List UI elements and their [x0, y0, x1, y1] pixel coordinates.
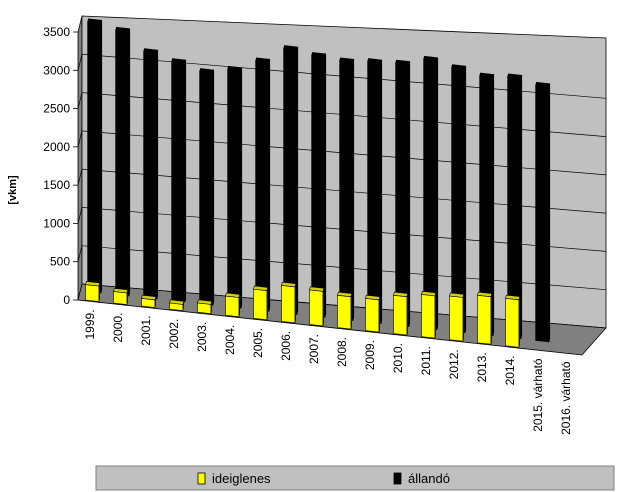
- x-tick-label: 2016. várható: [559, 361, 573, 435]
- bar-ideiglenes-4: [197, 299, 213, 315]
- x-tick-label: 2005.: [251, 328, 265, 358]
- bar-allando-6: [255, 57, 271, 312]
- bar-allando-12: [423, 55, 439, 330]
- y-tick-label: 2500: [43, 102, 70, 116]
- x-tick-label: 2014.: [503, 355, 517, 385]
- bar-ideiglenes-9: [337, 291, 353, 330]
- bar-ideiglenes-0: [85, 281, 101, 302]
- bar-ideiglenes-2: [141, 294, 157, 308]
- legend: ideiglenes állandó: [95, 465, 615, 491]
- bar-ideiglenes-13: [449, 292, 465, 342]
- bar-allando-1: [115, 26, 131, 297]
- bar-ideiglenes-10: [365, 294, 381, 333]
- x-tick-label: 2002.: [167, 319, 181, 349]
- side-wall: [77, 15, 83, 301]
- bar-allando-4: [199, 68, 215, 306]
- bar-allando-3: [171, 58, 187, 303]
- bars: [85, 18, 551, 348]
- legend-swatch-ideiglenes: [197, 472, 206, 485]
- y-tick-label: 2000: [43, 140, 70, 154]
- bar-allando-5: [227, 65, 243, 309]
- bar-ideiglenes-14: [477, 291, 493, 345]
- y-axis-label: [vkm]: [7, 175, 19, 205]
- legend-swatch-allando: [393, 472, 402, 485]
- x-tick-label: 2001.: [139, 316, 153, 346]
- x-tick-label: 2003.: [195, 322, 209, 352]
- bar-ideiglenes-3: [169, 299, 185, 311]
- bar-allando-7: [283, 45, 299, 315]
- bar-allando-11: [395, 59, 411, 327]
- bar-ideiglenes-6: [253, 285, 269, 321]
- x-tick-label: 1999.: [83, 310, 97, 340]
- legend-label-ideiglenes: ideiglenes: [212, 471, 271, 486]
- x-tick-label: 2007.: [307, 334, 321, 364]
- bar-ideiglenes-7: [281, 281, 297, 324]
- bar-ideiglenes-1: [113, 288, 129, 305]
- bar-allando-2: [143, 48, 159, 300]
- bar-ideiglenes-5: [225, 292, 241, 318]
- x-tick-label: 2000.: [111, 313, 125, 343]
- x-tick-label: 2006.: [279, 331, 293, 361]
- x-tick-label: 2008.: [335, 337, 349, 367]
- y-tick-label: 3500: [43, 25, 70, 39]
- bar-allando-9: [339, 57, 355, 321]
- x-tick-label: 2004.: [223, 325, 237, 355]
- bar-allando-0: [87, 18, 103, 294]
- x-tick-label: 2012.: [447, 349, 461, 379]
- bar-ideiglenes-11: [393, 291, 409, 336]
- x-tick-label: 2011.: [419, 346, 433, 375]
- bar-allando-10: [367, 58, 383, 324]
- x-tick-label: 2013.: [475, 352, 489, 382]
- y-axis-ticks: 0 500 1000 1500 2000 2500 3000 3500: [43, 25, 78, 307]
- x-tick-label: 2015. várható: [531, 358, 545, 432]
- x-tick-label: 2010.: [391, 343, 405, 373]
- y-tick-label: 1000: [43, 216, 70, 230]
- legend-label-allando: állandó: [408, 471, 450, 486]
- x-axis-ticks: 1999. 2000. 2001. 2002. 2003. 2004. 2005. 2006.…: [83, 310, 573, 435]
- bar-ideiglenes-8: [309, 286, 325, 327]
- y-tick-label: 3000: [43, 63, 70, 77]
- bar-allando-16: [535, 81, 551, 343]
- bar-allando-8: [311, 52, 327, 318]
- bar-ideiglenes-12: [421, 290, 437, 339]
- bar-allando-13: [451, 64, 467, 334]
- y-tick-label: 1500: [43, 178, 70, 192]
- x-tick-label: 2009.: [363, 340, 377, 370]
- bar-ideiglenes-15: [505, 294, 521, 348]
- y-tick-label: 500: [50, 255, 70, 269]
- y-tick-label: 0: [63, 293, 70, 307]
